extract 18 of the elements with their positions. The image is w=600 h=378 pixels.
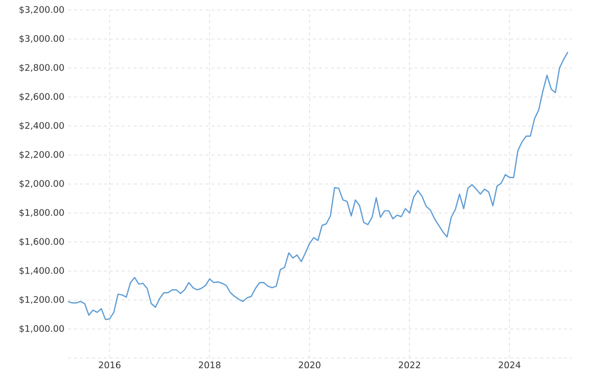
x-tick-label: 2022: [398, 362, 420, 368]
y-tick-label: $1,400.00: [20, 266, 64, 276]
x-tick-label: 2024: [498, 362, 520, 368]
y-tick-label: $2,200.00: [20, 150, 64, 160]
x-tick-label: 2016: [98, 362, 120, 368]
y-tick-label: $2,400.00: [20, 122, 64, 130]
y-tick-label: $2,000.00: [20, 180, 64, 188]
y-tick-label: $1,200.00: [20, 296, 64, 304]
y-tick-label: $3,200.00: [20, 6, 64, 14]
line-series: [67, 51, 568, 320]
y-tick-label: $2,600.00: [20, 92, 64, 102]
y-tick-label: $1,800.00: [20, 208, 64, 218]
y-tick-label: $1,000.00: [20, 324, 64, 334]
x-tick-label: 2018: [198, 362, 220, 368]
x-tick-label: 2020: [298, 362, 320, 368]
y-tick-label: $1,600.00: [20, 238, 64, 246]
y-tick-label: $3,000.00: [20, 34, 64, 44]
y-tick-label: $2,800.00: [20, 64, 64, 72]
